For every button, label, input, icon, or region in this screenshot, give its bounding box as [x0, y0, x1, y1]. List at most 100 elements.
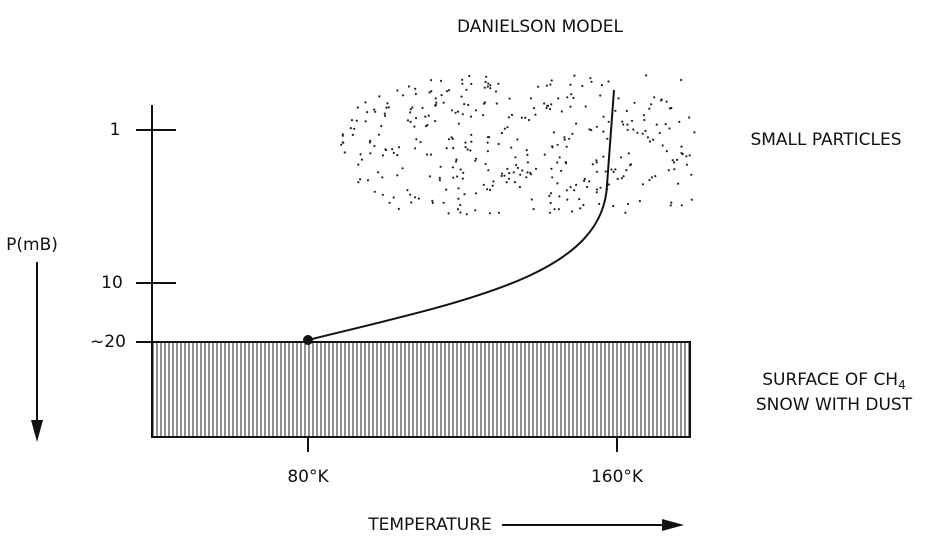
- particle: [461, 82, 464, 85]
- particle: [617, 97, 620, 100]
- particle: [381, 154, 384, 157]
- particle: [658, 131, 661, 135]
- particle: [680, 78, 683, 82]
- particle: [648, 107, 651, 110]
- particle: [690, 173, 693, 176]
- particle: [435, 101, 438, 104]
- particle: [434, 120, 437, 123]
- particle: [624, 211, 627, 214]
- particle: [428, 91, 431, 94]
- particle: [550, 79, 553, 82]
- particle: [439, 165, 442, 168]
- particle: [575, 183, 578, 186]
- particle: [537, 85, 540, 88]
- particle: [341, 134, 344, 137]
- subscript: 4: [898, 378, 906, 392]
- particle: [673, 161, 676, 164]
- particle: [353, 127, 356, 130]
- particle: [625, 169, 628, 172]
- particle: [553, 208, 556, 211]
- particle: [545, 84, 549, 87]
- particle: [467, 103, 470, 106]
- particle: [534, 113, 537, 116]
- arrow-head: [31, 420, 43, 442]
- particle: [588, 128, 591, 131]
- particle: [543, 102, 546, 105]
- particle: [557, 97, 560, 100]
- particle: [566, 198, 569, 201]
- particle: [622, 123, 625, 126]
- particle: [438, 179, 441, 182]
- particle: [464, 146, 467, 149]
- particle: [557, 208, 561, 211]
- particle: [685, 155, 688, 158]
- particle: [430, 79, 433, 82]
- particle: [556, 143, 559, 146]
- particle: [636, 131, 639, 134]
- particle: [641, 183, 645, 186]
- particle: [409, 120, 412, 123]
- particle: [612, 170, 615, 173]
- particle: [384, 114, 387, 117]
- particle: [460, 95, 463, 98]
- particle: [602, 130, 605, 133]
- particle: [599, 94, 602, 97]
- particle: [650, 103, 653, 106]
- particle: [417, 197, 420, 200]
- particle: [620, 177, 624, 180]
- particle: [654, 175, 657, 178]
- particle: [454, 111, 457, 114]
- particle: [645, 74, 648, 77]
- particle: [487, 82, 490, 85]
- particle: [678, 120, 681, 123]
- particle: [607, 120, 610, 123]
- particle: [595, 125, 599, 128]
- particle: [428, 175, 431, 178]
- particle: [383, 112, 386, 115]
- particle: [409, 108, 412, 111]
- particle: [500, 174, 503, 178]
- particle: [424, 115, 427, 118]
- particle: [489, 188, 492, 191]
- particle: [385, 148, 388, 152]
- particle: [500, 132, 503, 135]
- particle: [602, 115, 605, 118]
- particle: [445, 147, 448, 150]
- particle: [381, 176, 384, 179]
- particle: [427, 114, 430, 117]
- y-axis-label: P(mB): [6, 235, 58, 255]
- particle: [563, 138, 566, 141]
- particle: [655, 123, 658, 126]
- particle: [378, 95, 381, 98]
- particle: [474, 159, 477, 162]
- particle: [486, 188, 489, 191]
- particle: [357, 163, 360, 166]
- particle: [520, 116, 524, 119]
- particle: [407, 85, 410, 88]
- particle: [543, 153, 546, 156]
- particle: [510, 146, 513, 149]
- particle: [602, 155, 605, 158]
- particle: [406, 189, 409, 192]
- particle: [549, 83, 552, 86]
- particle: [545, 106, 548, 110]
- particle: [489, 87, 492, 90]
- particle: [456, 208, 460, 211]
- particle: [558, 156, 561, 159]
- particle: [526, 171, 529, 174]
- particle: [369, 152, 372, 155]
- particle: [690, 198, 693, 201]
- particle: [456, 175, 459, 178]
- particle: [482, 183, 485, 186]
- particle: [630, 119, 634, 122]
- particle: [391, 148, 394, 151]
- particle: [650, 176, 654, 179]
- particle: [606, 137, 609, 140]
- particle: [368, 141, 371, 144]
- annotation: SMALL PARTICLES: [750, 130, 901, 150]
- particle: [380, 124, 383, 128]
- particle: [451, 166, 454, 169]
- particle: [409, 111, 412, 114]
- particle: [627, 152, 630, 155]
